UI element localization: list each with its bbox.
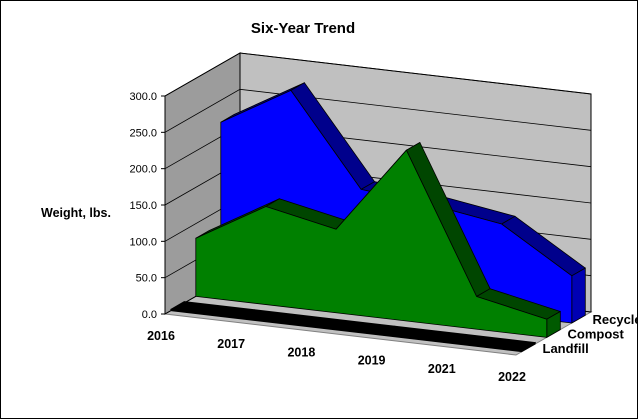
y-tick-label: 0.0 [142,309,157,321]
x-tick-label: 2019 [358,354,386,368]
depth-label-recycle: Recycle [593,312,638,327]
x-tick-label: 2022 [498,370,526,384]
y-tick-label: 250.0 [129,127,157,139]
depth-label-landfill: Landfill [543,341,589,356]
x-tick-label: 2017 [217,337,245,351]
x-tick-label: 2021 [428,362,456,376]
y-tick-label: 150.0 [129,200,157,212]
y-tick-label: 300.0 [129,91,157,103]
x-tick-label: 2018 [287,345,315,359]
chart-title: Six-Year Trend [251,20,355,37]
y-tick-label: 100.0 [129,236,157,248]
y-axis-label: Weight, lbs. [41,206,111,220]
series-end-cap [572,268,586,323]
depth-label-compost: Compost [568,327,625,342]
y-tick-label: 50.0 [136,273,157,285]
y-tick-label: 200.0 [129,164,157,176]
x-tick-label: 2016 [147,329,175,343]
